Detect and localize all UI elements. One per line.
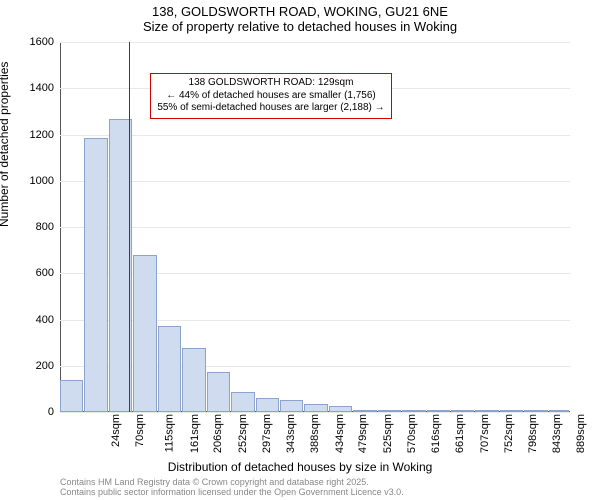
x-tick-label: 297sqm bbox=[261, 414, 273, 453]
y-tick-label: 0 bbox=[14, 406, 54, 418]
histogram-bar bbox=[427, 410, 450, 412]
x-tick-label: 570sqm bbox=[406, 414, 418, 453]
x-tick-label: 161sqm bbox=[189, 414, 201, 453]
histogram-bar bbox=[549, 410, 569, 412]
histogram-bar bbox=[182, 348, 205, 412]
histogram-bar bbox=[158, 326, 181, 412]
x-tick-label: 616sqm bbox=[430, 414, 442, 453]
gridline-h bbox=[60, 412, 570, 413]
y-tick-label: 600 bbox=[14, 267, 54, 279]
x-tick-label: 115sqm bbox=[163, 414, 175, 452]
y-axis-label: Number of detached properties bbox=[0, 62, 11, 227]
histogram-bar bbox=[353, 410, 376, 412]
title-line-1: 138, GOLDSWORTH ROAD, WOKING, GU21 6NE bbox=[0, 4, 600, 19]
y-tick-label: 200 bbox=[14, 360, 54, 372]
x-tick-label: 661sqm bbox=[454, 414, 466, 453]
x-tick-label: 343sqm bbox=[285, 414, 297, 453]
footer-attribution: Contains HM Land Registry data © Crown c… bbox=[60, 478, 404, 498]
x-tick-label: 70sqm bbox=[134, 414, 146, 447]
x-tick-label: 479sqm bbox=[358, 414, 370, 453]
x-tick-label: 388sqm bbox=[309, 414, 321, 453]
x-tick-label: 798sqm bbox=[527, 414, 539, 453]
x-tick-label: 434sqm bbox=[334, 414, 346, 453]
histogram-bar bbox=[133, 255, 156, 412]
histogram-bar bbox=[451, 410, 474, 412]
histogram-bar bbox=[207, 372, 230, 412]
y-tick-label: 1600 bbox=[14, 36, 54, 48]
y-tick-label: 1200 bbox=[14, 129, 54, 141]
x-tick-label: 843sqm bbox=[551, 414, 563, 453]
gridline-h bbox=[60, 135, 570, 136]
histogram-bar bbox=[378, 410, 401, 412]
histogram-bar bbox=[329, 406, 352, 412]
histogram-bar bbox=[256, 398, 279, 412]
x-tick-label: 24sqm bbox=[110, 414, 122, 447]
histogram-bar bbox=[524, 410, 547, 412]
histogram-bar bbox=[60, 380, 83, 412]
annotation-line-1: 138 GOLDSWORTH ROAD: 129sqm bbox=[157, 77, 384, 90]
gridline-h bbox=[60, 227, 570, 228]
gridline-h bbox=[60, 42, 570, 43]
x-tick-label: 252sqm bbox=[237, 414, 249, 453]
annotation-line-3: 55% of semi-detached houses are larger (… bbox=[157, 102, 384, 115]
x-tick-label: 752sqm bbox=[503, 414, 515, 453]
chart-title-block: 138, GOLDSWORTH ROAD, WOKING, GU21 6NE S… bbox=[0, 4, 600, 34]
reference-line bbox=[129, 42, 130, 412]
histogram-bar bbox=[402, 410, 425, 412]
histogram-bar bbox=[231, 392, 254, 412]
histogram-bar bbox=[475, 410, 498, 412]
annotation-box: 138 GOLDSWORTH ROAD: 129sqm← 44% of deta… bbox=[150, 73, 391, 119]
annotation-line-2: ← 44% of detached houses are smaller (1,… bbox=[157, 90, 384, 103]
x-tick-label: 525sqm bbox=[382, 414, 394, 453]
y-tick-label: 1000 bbox=[14, 175, 54, 187]
y-tick-label: 1400 bbox=[14, 82, 54, 94]
histogram-bar bbox=[280, 400, 303, 412]
x-tick-label: 707sqm bbox=[479, 414, 491, 453]
y-tick-label: 800 bbox=[14, 221, 54, 233]
histogram-bar bbox=[304, 404, 327, 412]
x-tick-label: 206sqm bbox=[213, 414, 225, 453]
y-tick-label: 400 bbox=[14, 314, 54, 326]
footer-line-2: Contains public sector information licen… bbox=[60, 488, 404, 498]
plot-area: 138 GOLDSWORTH ROAD: 129sqm← 44% of deta… bbox=[60, 42, 570, 412]
title-line-2: Size of property relative to detached ho… bbox=[0, 19, 600, 34]
x-tick-label: 889sqm bbox=[575, 414, 587, 453]
gridline-h bbox=[60, 181, 570, 182]
x-axis-label: Distribution of detached houses by size … bbox=[0, 460, 600, 474]
histogram-bar bbox=[500, 410, 523, 412]
histogram-bar bbox=[84, 138, 107, 412]
